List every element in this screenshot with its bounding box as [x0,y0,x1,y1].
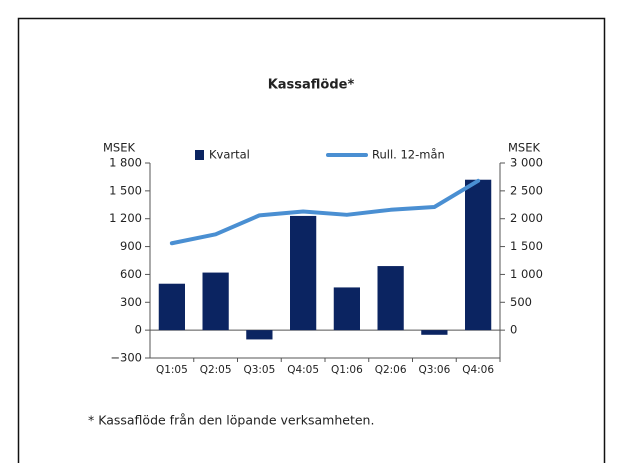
bar [333,287,360,331]
x-tick-label: Q2:05 [200,364,232,376]
y2-axis-label: MSEK [508,141,540,155]
y2-tick-label: 0 [510,323,517,337]
y-tick-label: 0 [135,323,142,337]
legend-label: Rull. 12-mån [372,148,445,162]
x-tick-label: Q3:05 [243,364,275,376]
y2-tick-label: 1 500 [510,239,543,253]
frame [17,17,606,463]
legend-swatch [195,150,204,160]
y-tick-label: 600 [120,267,142,281]
bar [421,330,448,335]
y2-tick-label: 2 500 [510,183,543,197]
chart-title: Kassaflöde* [268,78,355,93]
y2-tick-label: 1 000 [510,267,543,281]
bar [290,215,317,331]
bar [465,179,492,331]
bar [202,272,229,331]
y2-tick-label: 3 000 [510,156,543,170]
y-tick-label: −300 [110,351,142,365]
y-tick-label: 300 [120,295,142,309]
bar [158,283,185,331]
legend-label: Kvartal [209,148,250,162]
y2-tick-label: 2 000 [510,211,543,225]
y-tick-label: 1 500 [109,183,142,197]
y-tick-label: 1 200 [109,211,142,225]
y-tick-label: 900 [120,239,142,253]
y2-tick-label: 500 [510,295,532,309]
footnote: * Kassaflöde från den löpande verksamhet… [88,413,374,428]
x-tick-label: Q2:06 [375,364,407,376]
x-tick-label: Q4:06 [462,364,494,376]
bar [246,330,273,340]
y-tick-label: 1 800 [109,156,142,170]
bar [377,266,404,331]
x-tick-label: Q1:06 [331,364,363,376]
line [169,178,481,246]
y-axis-label: MSEK [103,141,135,155]
x-tick-label: Q4:05 [287,364,319,376]
x-tick-label: Q1:05 [156,364,188,376]
x-tick-label: Q3:06 [418,364,450,376]
